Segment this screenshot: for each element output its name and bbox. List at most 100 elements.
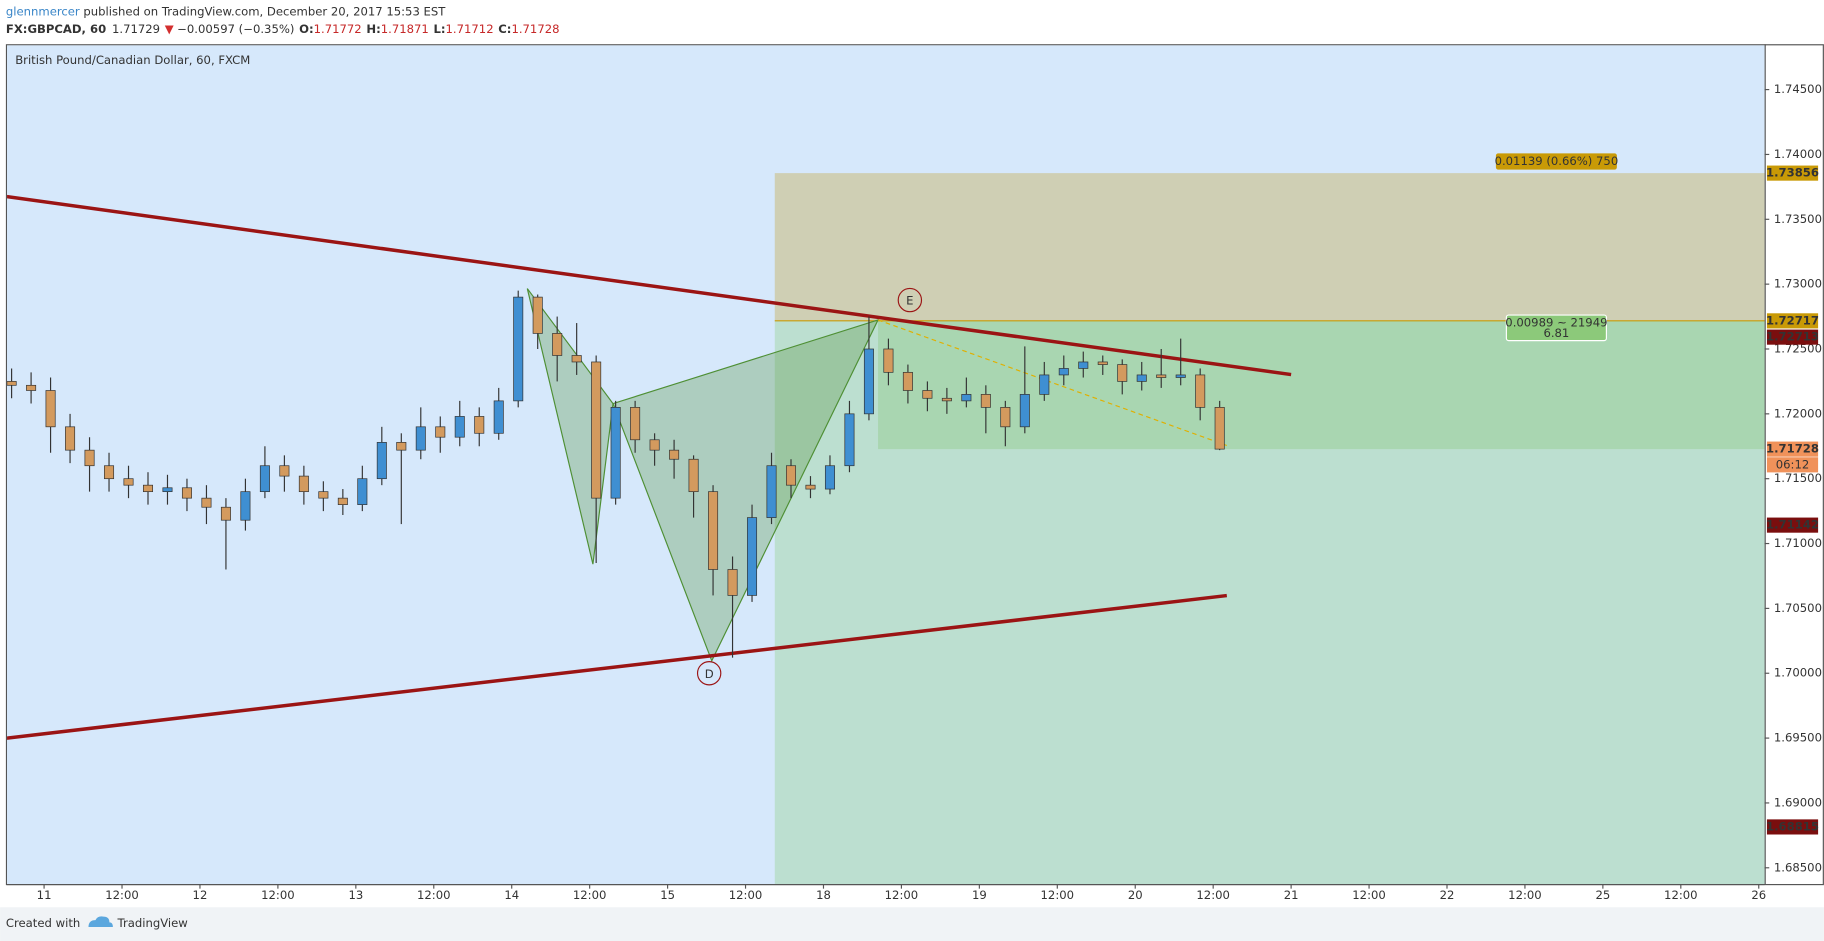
x-tick-label: 25 (1595, 888, 1610, 902)
trendline (7, 194, 1292, 377)
candle-body (571, 355, 582, 363)
y-tick-label: 1.69500 (1774, 731, 1822, 745)
x-tick-label: 22 (1440, 888, 1455, 902)
candle-body (1078, 361, 1089, 369)
candle-body (630, 407, 641, 441)
price-badge-label: 1.71142 (1766, 518, 1819, 532)
candle-body (337, 497, 348, 505)
y-tick-label: 1.74500 (1774, 82, 1822, 96)
candle-body (902, 371, 913, 391)
ohlc-value: 1.71871 (381, 22, 429, 36)
candle-body (708, 491, 719, 570)
y-tick-label: 1.70500 (1774, 601, 1822, 615)
candle-body (824, 465, 835, 490)
y-tick-label: 1.70000 (1774, 666, 1822, 680)
price-badge (1766, 313, 1819, 329)
y-tick-label: 1.72000 (1774, 406, 1822, 420)
candle-body (279, 465, 290, 477)
price-badge-label: 1.68815 (1766, 819, 1819, 833)
candle-body (493, 400, 504, 434)
open-pnl-zone (878, 320, 1765, 450)
candle-body (863, 348, 874, 415)
ohlc-value: 1.71772 (314, 22, 362, 36)
x-tick-label: 12 (193, 888, 208, 902)
candle-body (396, 442, 407, 451)
x-tick-label: 15 (660, 888, 675, 902)
candle-body (1019, 394, 1030, 428)
ohlc-key: L: (433, 22, 445, 36)
y-tick-label: 1.68500 (1774, 860, 1822, 874)
trendline (7, 593, 1228, 740)
author[interactable]: glennmercer (6, 4, 80, 18)
stop-label-bg (1495, 153, 1617, 170)
x-tick-label: 12:00 (885, 888, 919, 902)
candle-body (591, 361, 602, 499)
candle-body (123, 478, 134, 486)
chart-title: British Pound/Canadian Dollar, 60, FXCM (15, 53, 250, 67)
x-tick-label: 12:00 (729, 888, 763, 902)
candle-body (45, 390, 56, 428)
candle-body (181, 487, 192, 499)
candle-body (747, 517, 758, 596)
ohlc-value: 1.71728 (511, 22, 559, 36)
tv-logo (88, 916, 113, 928)
candle-body (220, 506, 231, 521)
candle-body (1058, 368, 1069, 376)
point-label: E (906, 294, 913, 308)
symbol-line: FX:GBPCAD, 60 1.71729 ▼ −0.00597 (−0.35%) O:… (6, 22, 560, 36)
x-tick-label: 12:00 (417, 888, 451, 902)
price-badge (1766, 165, 1819, 181)
candle-body (1117, 364, 1128, 382)
x-tick-label: 11 (37, 888, 52, 902)
candle-body (259, 465, 270, 493)
candle-body (844, 413, 855, 467)
down-arrow: ▼ (165, 22, 174, 36)
candle-body (1136, 374, 1147, 382)
y-tick-label: 1.73000 (1774, 277, 1822, 291)
countdown-bg (1766, 457, 1819, 473)
candle-body (1097, 361, 1108, 365)
ohlc-key: C: (498, 22, 511, 36)
candle-body (922, 390, 933, 399)
candle-body (1195, 374, 1206, 408)
target-label: 0.00989 ~ 21949 (1505, 316, 1607, 330)
candle-body (240, 491, 251, 521)
point-marker (696, 661, 722, 686)
published: published on TradingView.com, December 2… (80, 4, 447, 18)
x-tick-label: 14 (504, 888, 519, 902)
footer-brand[interactable]: TradingView (117, 916, 189, 930)
candle-body (454, 416, 465, 438)
symbol: FX:GBPCAD, 60 (6, 22, 106, 36)
candle-body (201, 497, 212, 508)
candle-body (1000, 407, 1011, 428)
ohlc-value: 1.71712 (446, 22, 494, 36)
harmonic-pattern (612, 318, 880, 663)
candle-body (786, 465, 797, 486)
x-tick-label: 12:00 (261, 888, 295, 902)
candle-body (669, 449, 680, 460)
candle-body (142, 484, 154, 493)
candle-body (162, 487, 173, 493)
x-tick-label: 19 (972, 888, 987, 902)
x-tick-label: 13 (348, 888, 363, 902)
candle-body (318, 491, 329, 499)
x-tick-label: 12:00 (105, 888, 139, 902)
point-label: D (705, 667, 714, 681)
stop-zone (774, 173, 1765, 321)
y-tick-label: 1.74000 (1774, 147, 1822, 161)
y-tick-label: 1.73500 (1774, 212, 1822, 226)
candle-body (532, 296, 543, 334)
candle-body (980, 394, 991, 408)
candle-body (649, 439, 660, 451)
candle-body (474, 416, 485, 434)
candle-body (883, 348, 894, 373)
x-tick-label: 20 (1128, 888, 1143, 902)
target-label: 6.81 (1543, 326, 1569, 340)
x-tick-label: 12:00 (1041, 888, 1075, 902)
target-label-bg (1505, 314, 1607, 342)
stop-label: 0.01139 (0.66%) 750 (1495, 154, 1619, 168)
candle-body (104, 465, 115, 480)
footer-created: Created with (6, 916, 80, 930)
candle-body (26, 384, 37, 391)
candle-body (357, 478, 368, 505)
